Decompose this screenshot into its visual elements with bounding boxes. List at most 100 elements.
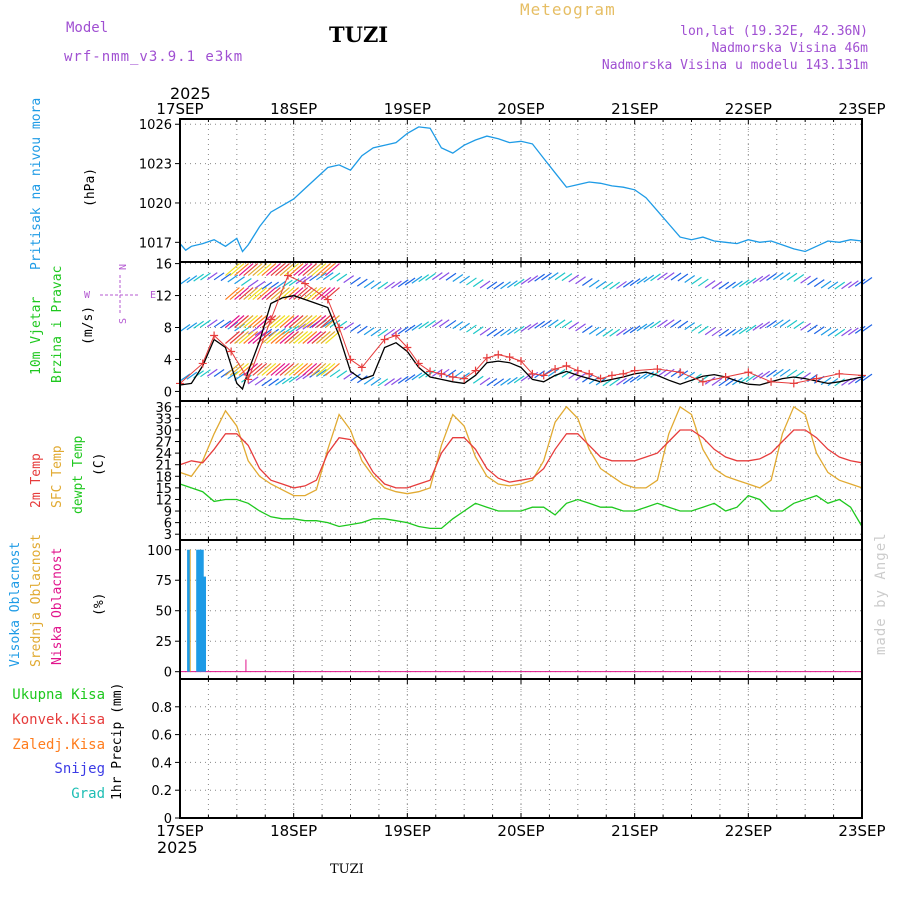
wind-gust-marker [323,295,332,304]
wind-barb [311,362,327,376]
xtick-label-top: 20SEP [497,100,544,118]
wind-gust-marker [391,331,400,340]
wind-barb [265,263,281,277]
wind-barb [800,275,811,284]
wind-barb [247,315,263,328]
precip-label-conv: Konvek.Kisa [12,712,105,728]
wind-gust-marker [539,371,548,380]
wind-barb [493,328,505,337]
wind-barb [293,315,309,328]
wind-barb [293,362,309,376]
wind-barb [247,279,259,288]
wind-barb [582,278,593,286]
wind-compass: N S W E [84,264,156,324]
wind-barb [350,373,361,382]
wind-barb [247,376,259,385]
wind-barb [411,322,423,331]
wind-barb [322,272,334,281]
wind-barb [316,362,331,376]
wind-barb [329,319,341,328]
wind-barb [534,370,545,379]
wind-barb [281,326,293,335]
wind-barb [670,272,682,281]
wind-gust-marker [460,374,469,383]
wind-barb [356,325,368,334]
wind-barb [302,321,314,330]
pressure-ytick-label: 1017 [139,236,172,251]
wind-barb [554,272,566,281]
xtick-label-bottom: 19SEP [384,822,431,840]
wind-barb [779,319,791,328]
wind-barb [813,326,825,335]
wind-barb [268,378,280,387]
wind-barb [861,324,873,333]
wind-barb [234,263,249,277]
wind-barb [295,276,307,285]
wind-barb [636,372,648,381]
wind-barb [848,327,859,336]
wind-barb [418,321,430,330]
wind-barb [306,315,322,328]
wind-gust-marker [210,331,219,340]
temperature-ytick-label: 30 [155,424,172,439]
wind-barb [575,276,586,285]
wind-barb [745,374,757,383]
cloud-ytick-label: 100 [147,544,172,559]
wind-speed-line [179,294,863,391]
wind-barb [200,369,211,378]
wind-barb [711,281,723,290]
wind-barb [265,362,281,376]
wind-barb [500,281,511,290]
wind-barb [288,331,304,344]
wind-barb [602,328,614,337]
wind-barb [275,287,290,301]
wind-barb [534,320,545,329]
xtick-label-bottom: 17SEP [156,822,203,840]
wind-barb [206,368,218,377]
wind-gust-marker [335,323,344,332]
xtick-label-top: 19SEP [384,100,431,118]
wind-barb [425,272,436,281]
wind-barb [820,280,832,289]
wind-barb [281,376,293,385]
wind-barb [807,277,818,286]
wind-barb [225,315,240,328]
wind-barb [252,287,268,301]
wind-barb-band [179,272,873,290]
wind-barb [329,369,341,378]
wind-barb [391,377,402,386]
wind-barb [568,321,580,330]
wind-barb [297,263,313,277]
wind-barb [772,319,784,328]
wind-barb [397,375,409,384]
wind-barb [363,327,375,336]
wind-gust-marker [357,363,366,372]
wind-barb [302,331,318,344]
temperature-ytick-label: 9 [164,505,172,520]
wind-barb [261,331,277,344]
wind-gust-marker [653,365,662,374]
compass-north: N [118,264,129,270]
xtick-label-top: 21SEP [611,100,658,118]
wind-barb [834,281,846,290]
wind-barb [561,369,573,378]
wind-barb [704,327,716,336]
wind-gust-marker [596,374,605,383]
wind-barb [306,287,322,301]
wind-barb [766,272,777,281]
wind-gust-marker [698,377,707,386]
wind-barb [370,328,382,337]
xtick-label-top: 22SEP [725,100,772,118]
wind-barb [186,322,198,331]
wind-barb [786,319,798,328]
wind-barb [411,372,423,381]
wind-barb [186,275,198,284]
wind-barb [350,276,361,285]
wind-barb [275,263,290,277]
wind-barb [418,274,430,283]
wind-barb [247,263,263,277]
wind-barb [247,326,259,335]
wind-barb [261,362,277,376]
wind-barb [520,324,532,333]
wind-barb [459,275,470,284]
